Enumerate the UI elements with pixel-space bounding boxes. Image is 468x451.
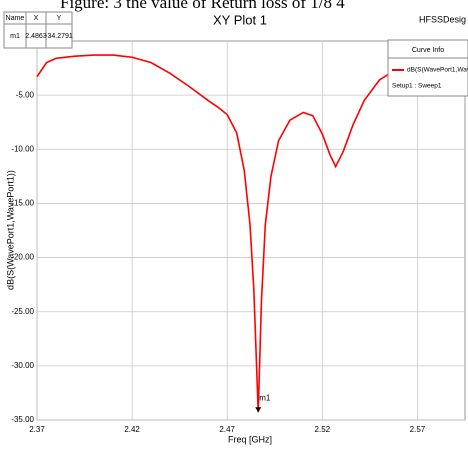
x-tick-label: 2.37 xyxy=(29,425,45,434)
design-name: HFSSDesig xyxy=(419,14,466,24)
marker-label: m1 xyxy=(259,393,271,402)
data-line xyxy=(36,54,466,413)
table-cell: 2.4863 xyxy=(25,33,47,40)
table-header: Name xyxy=(6,15,25,22)
y-tick-label: -20.00 xyxy=(11,253,34,262)
y-tick-label: -25.00 xyxy=(11,307,34,316)
chart-title: XY Plot 1 xyxy=(213,12,267,27)
x-tick-label: 2.52 xyxy=(315,425,331,434)
table-cell: -34.2791 xyxy=(45,33,73,40)
table-header: Y xyxy=(57,15,62,22)
legend-box xyxy=(387,39,468,97)
y-axis-label: dB(S(WavePort1,WavePort1)) xyxy=(5,170,15,290)
y-tick-label: -15.00 xyxy=(11,199,34,208)
legend-label: dB(S(WavePort1,WavePort1)) xyxy=(407,67,468,74)
marker-table-box xyxy=(3,11,73,49)
x-tick-label: 2.42 xyxy=(124,425,140,434)
plot-area: -5.00 -10.00 -15.00 -20.00 -25.00 -30.00 -35.0… xyxy=(11,40,466,434)
y-tick-label: -5.00 xyxy=(16,90,35,99)
y-tick-label: -30.00 xyxy=(11,361,34,370)
y-tick-label: -35.00 xyxy=(11,415,34,424)
caption: Figure: 3 the value of Return loss of 1/… xyxy=(60,0,345,12)
table-header: X xyxy=(34,15,39,22)
legend-title: Curve Info xyxy=(412,47,444,54)
x-tick-label: 2.57 xyxy=(410,425,426,434)
table-cell: m1 xyxy=(10,33,20,40)
x-axis-label: Freq [GHz] xyxy=(228,434,272,444)
overlay: Name X Ym1 2.4863-34.2791 Curve Info dB(S(Wav… xyxy=(3,11,468,97)
x-tick-label: 2.47 xyxy=(219,425,235,434)
marker xyxy=(255,407,262,413)
y-tick-label: -10.00 xyxy=(11,144,34,153)
legend-note: Setup1 : Sweep1 xyxy=(392,83,442,90)
